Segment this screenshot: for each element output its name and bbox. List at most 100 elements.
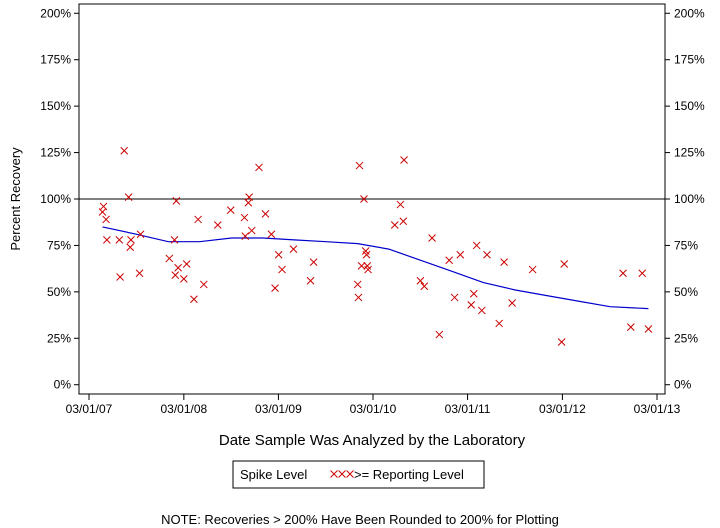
x-tick-label: 03/01/13 (634, 402, 681, 416)
data-point (362, 250, 371, 259)
y-tick-label-right: 50% (674, 285, 698, 299)
data-point (226, 206, 235, 214)
data-point (289, 245, 298, 253)
data-point (399, 217, 408, 226)
data-point (115, 236, 124, 244)
data-point (170, 236, 179, 244)
data-point (467, 301, 476, 309)
legend: Spike Level >= Reporting Level (232, 460, 485, 489)
data-point (171, 271, 180, 279)
data-point (390, 221, 399, 229)
data-point (194, 215, 202, 224)
data-point (99, 202, 108, 211)
trend-line (102, 226, 649, 310)
data-points (98, 146, 653, 346)
data-point (306, 276, 315, 285)
data-point (179, 275, 188, 283)
data-point (247, 226, 256, 235)
data-point (560, 260, 569, 268)
x-tick-label: 03/01/12 (539, 402, 586, 416)
y-tick-label-right: 75% (674, 238, 698, 252)
data-point (278, 265, 286, 274)
data-point (120, 146, 129, 155)
data-point (400, 156, 408, 164)
x-tick-label: 03/01/10 (350, 402, 397, 416)
data-point (364, 265, 372, 274)
data-point (190, 295, 198, 304)
x-tick-label: 03/01/07 (66, 402, 113, 416)
data-point (619, 269, 627, 278)
data-point (354, 293, 363, 302)
data-point (172, 197, 181, 205)
x-tick-label: 03/01/08 (160, 402, 207, 416)
data-point (182, 260, 191, 268)
data-point (528, 265, 537, 274)
data-point (445, 256, 454, 265)
data-point (435, 330, 444, 339)
data-point (124, 193, 133, 201)
data-point (456, 250, 465, 259)
data-point (261, 210, 270, 218)
data-point (416, 276, 425, 285)
y-tick-label-left: 50% (47, 285, 71, 299)
data-point (102, 215, 110, 224)
footnote: NOTE: Recoveries > 200% Have Been Rounde… (161, 512, 559, 527)
data-point (353, 280, 362, 289)
data-point (420, 282, 429, 291)
data-point (360, 195, 368, 203)
data-point (135, 269, 144, 278)
y-tick-label-right: 150% (674, 99, 705, 113)
data-point (450, 293, 459, 302)
data-point (174, 263, 182, 272)
data-point (428, 234, 436, 242)
y-tick-label-left: 25% (47, 331, 71, 345)
data-point (245, 193, 253, 201)
data-point (103, 236, 111, 244)
data-point (355, 161, 364, 170)
y-tick-label-left: 150% (40, 99, 71, 113)
y-axis-title: Percent Recovery (8, 147, 23, 251)
data-point (274, 250, 283, 259)
data-point (495, 319, 504, 328)
data-point (240, 213, 249, 222)
data-point (213, 221, 222, 229)
data-point (477, 306, 486, 315)
data-point (127, 236, 135, 244)
y-tick-label-left: 200% (40, 6, 71, 20)
data-point (644, 325, 653, 333)
data-point (199, 280, 208, 289)
legend-marker-xxx (330, 470, 354, 478)
data-point (357, 262, 366, 270)
data-point (626, 323, 635, 331)
x-axis: 03/01/07 03/01/08 03/01/09 03/01/10 03/01/11… (66, 394, 681, 416)
y-tick-label-left: 175% (40, 53, 71, 67)
data-point (483, 250, 491, 259)
data-point (271, 284, 279, 292)
data-point (472, 241, 481, 250)
y-tick-label-left: 100% (40, 192, 71, 206)
y-tick-label-right: 0% (674, 378, 692, 392)
data-point (309, 258, 318, 266)
legend-reporting-label: >= Reporting Level (354, 467, 464, 482)
y-axis: 0% 0% 25% 25% 50% 50% 75% 75% 100% 100% 125% 125% 15… (40, 6, 705, 391)
data-point (126, 243, 135, 252)
data-point (500, 258, 508, 266)
data-point (557, 338, 566, 346)
data-point (136, 230, 145, 239)
data-point (241, 232, 250, 240)
data-point (116, 273, 124, 281)
data-point (638, 269, 647, 278)
y-tick-label-right: 25% (674, 331, 698, 345)
y-tick-label-left: 75% (47, 238, 71, 252)
data-point (255, 163, 263, 172)
y-tick-label-right: 125% (674, 146, 705, 160)
y-tick-label-left: 0% (54, 378, 72, 392)
x-axis-title: Date Sample Was Analyzed by the Laborato… (219, 432, 526, 449)
data-point (508, 299, 517, 307)
x-tick-label: 03/01/09 (255, 402, 302, 416)
y-tick-label-right: 200% (674, 6, 705, 20)
data-point (469, 289, 478, 298)
y-tick-label-right: 100% (674, 192, 705, 206)
y-tick-label-left: 125% (40, 146, 71, 160)
